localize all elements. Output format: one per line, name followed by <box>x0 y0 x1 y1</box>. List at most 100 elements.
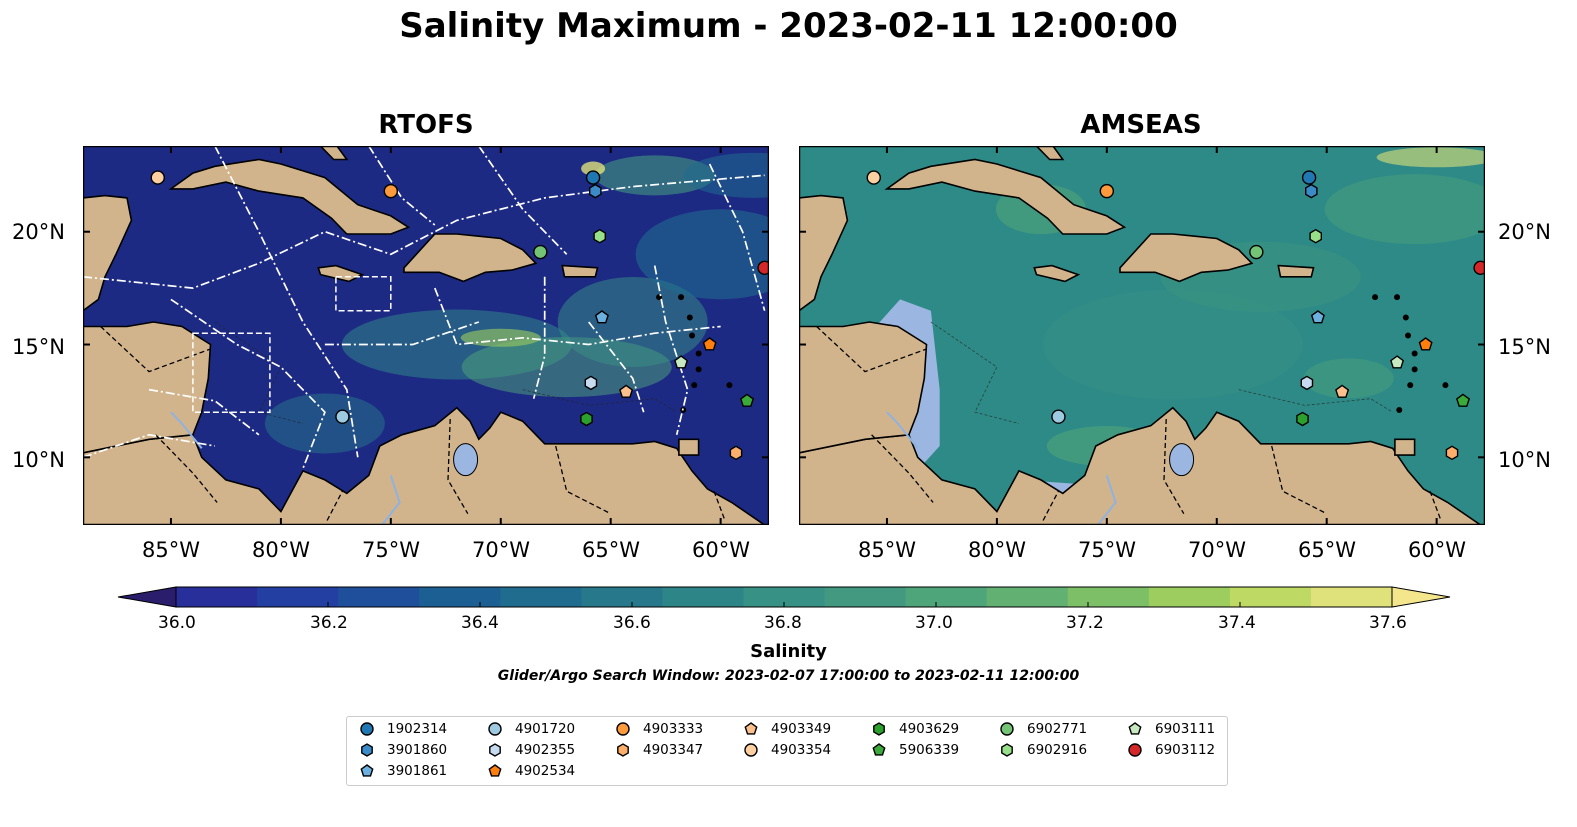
lat-label-20n: 20°N <box>1498 220 1551 244</box>
legend-marker <box>488 722 502 736</box>
salinity-feature <box>1303 358 1394 399</box>
eez-boundary <box>335 276 392 312</box>
circle-icon <box>1128 743 1142 757</box>
search-window-text: Glider/Argo Search Window: 2023-02-07 17… <box>497 668 1080 684</box>
amseas-map <box>799 146 1485 525</box>
legend-item: 4903349 <box>743 721 831 737</box>
colorbar-tick-label: 37.6 <box>1369 613 1407 633</box>
lat-label-15n: 15°N <box>1498 335 1551 359</box>
float-marker-5906339 <box>739 393 755 407</box>
colorbar-segment <box>500 587 582 607</box>
panel-title-rtofs: RTOFS <box>378 110 474 140</box>
legend-marker <box>744 722 758 735</box>
river <box>381 475 401 525</box>
colorbar-segment <box>338 587 420 607</box>
lon-label-75w: 75°W <box>362 538 420 562</box>
lake-maracaibo <box>453 443 479 477</box>
lon-label-75w: 75°W <box>1078 538 1136 562</box>
float-marker-4903347 <box>729 445 743 461</box>
island <box>1402 314 1409 321</box>
eez-boundary <box>368 146 436 226</box>
legend-marker <box>361 743 373 757</box>
circle-icon <box>1000 722 1014 736</box>
legend-item: 6902916 <box>999 742 1087 758</box>
legend-label: 4903354 <box>771 742 832 758</box>
land-cuba <box>884 158 1127 235</box>
land-centralAmerica <box>799 321 928 454</box>
circle-icon <box>616 722 630 736</box>
legend-item: 3901860 <box>359 742 447 758</box>
legend-marker <box>872 743 886 756</box>
float-marker-4903354 <box>866 170 881 185</box>
float-marker-6903112 <box>757 260 769 276</box>
circle-icon <box>360 722 374 736</box>
hexagon-icon <box>1001 743 1013 757</box>
colorbar-segment <box>1229 587 1312 607</box>
float-marker-4903347 <box>1445 445 1459 461</box>
land-hispaniola <box>403 233 538 283</box>
legend-item: 4903354 <box>743 742 831 758</box>
pentagon-icon <box>1128 722 1142 735</box>
legend-label: 6903112 <box>1155 742 1216 758</box>
float-marker-5906339 <box>1455 393 1471 407</box>
river <box>886 411 919 449</box>
river <box>170 411 203 449</box>
eez-boundary <box>653 265 689 435</box>
eez-boundary <box>324 321 480 346</box>
legend-item: 6903112 <box>1127 742 1215 758</box>
colorbar-tick-label: 36.8 <box>764 613 802 633</box>
colorbar-tick-label: 37.4 <box>1218 613 1256 633</box>
eez-boundary <box>434 287 721 346</box>
land-yucatan <box>83 194 133 312</box>
legend-label: 1902314 <box>387 721 448 737</box>
float-marker-6902771 <box>533 244 548 260</box>
colorbar-segment <box>1148 587 1231 607</box>
eez-boundary <box>148 388 260 436</box>
legend-marker <box>873 722 885 736</box>
country-border <box>871 434 934 503</box>
hexagon-icon <box>489 743 501 757</box>
legend-item: 4903347 <box>615 742 703 758</box>
float-marker-4903629 <box>1296 411 1309 427</box>
country-border <box>816 326 927 373</box>
float-marker-3901861 <box>594 310 609 324</box>
eez-boundary <box>170 298 326 469</box>
legend-marker <box>1001 743 1013 757</box>
island <box>1405 332 1412 339</box>
legend-label: 3901860 <box>387 742 448 758</box>
island <box>1442 382 1449 389</box>
legend-marker <box>360 764 374 777</box>
lon-label-70w: 70°W <box>472 538 530 562</box>
lon-label-70w: 70°W <box>1188 538 1246 562</box>
salinity-feature <box>264 393 385 454</box>
legend-marker <box>616 722 630 736</box>
land-hispaniola <box>1119 233 1254 283</box>
country-border <box>1042 490 1059 521</box>
float-marker-4903349 <box>619 384 634 398</box>
land-southAmerica <box>83 406 767 525</box>
island <box>678 294 685 301</box>
isobath-contour <box>930 321 1019 424</box>
legend-item: 4903629 <box>871 721 959 737</box>
salinity-feature <box>460 328 541 347</box>
lon-label-60w: 60°W <box>1408 538 1466 562</box>
colorbar-tick-label: 36.4 <box>461 613 499 633</box>
land-trinidad <box>678 438 700 456</box>
float-marker-4903333 <box>1099 183 1115 199</box>
rtofs-map <box>83 146 769 525</box>
colorbar-segment <box>662 587 744 607</box>
lon-label-85w: 85°W <box>858 538 916 562</box>
colorbar-segment <box>419 587 501 607</box>
island <box>691 382 698 389</box>
eez-boundary <box>478 146 568 255</box>
circle-icon <box>488 722 502 736</box>
hexagon-icon <box>361 743 373 757</box>
float-marker-1902314 <box>1301 170 1317 185</box>
river <box>1097 475 1117 525</box>
eez-boundary <box>708 163 766 311</box>
float-marker-1902314 <box>585 170 601 185</box>
colorbar-tick-label: 37.0 <box>915 613 953 633</box>
pentagon-icon <box>744 722 758 735</box>
float-marker-6902771 <box>1249 244 1264 260</box>
legend-marker <box>489 743 501 757</box>
